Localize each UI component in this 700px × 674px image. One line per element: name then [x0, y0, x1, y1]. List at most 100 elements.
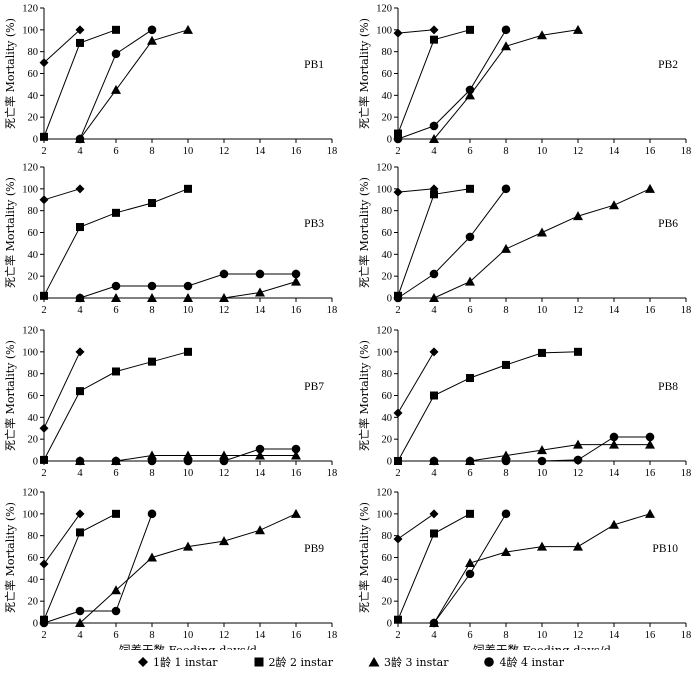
series-2-instar-point	[394, 129, 402, 138]
series-2-instar-point	[76, 387, 84, 396]
legend-label-4-instar: 4龄 4 instar	[499, 656, 564, 669]
series-2-instar-point	[574, 347, 582, 356]
y-tick-label: 100	[22, 347, 38, 358]
x-tick-label: 8	[503, 468, 508, 479]
legend-item-1-instar: 1龄 1 instar	[136, 654, 218, 670]
y-tick-label: 20	[28, 272, 39, 283]
x-tick-label: 6	[467, 468, 472, 479]
series-3-instar-point	[219, 536, 229, 546]
series-4-instar-point	[111, 606, 121, 616]
x-tick-label: 16	[291, 630, 302, 641]
series-3-instar-point	[429, 293, 439, 302]
y-tick-label: 120	[22, 326, 38, 337]
x-tick-label: 12	[219, 468, 230, 479]
series-4-instar-point	[183, 456, 193, 466]
y-tick-label: 80	[382, 369, 393, 380]
y-tick-label: 100	[22, 509, 38, 520]
x-tick-label: 6	[467, 146, 472, 157]
series-3-instar-point	[111, 84, 121, 94]
y-tick-label: 40	[382, 413, 393, 424]
series-1-instar-line	[397, 188, 435, 193]
y-axis-label: 死亡率 Mortality (%)	[3, 177, 17, 288]
x-tick-label: 4	[77, 305, 83, 316]
series-4-instar-point	[537, 456, 547, 466]
x-tick-label: 8	[149, 468, 154, 479]
y-tick-label: 40	[382, 575, 393, 586]
x-tick-label: 2	[41, 630, 46, 641]
series-4-instar-point	[147, 281, 157, 291]
y-tick-label: 40	[28, 575, 39, 586]
x-tick-label: 18	[327, 468, 338, 479]
x-tick-label: 10	[183, 468, 194, 479]
panel-title: PB3	[304, 218, 324, 230]
y-tick-label: 80	[382, 206, 393, 217]
series-3-instar-point	[573, 24, 583, 34]
series-1-instar-point	[393, 187, 403, 197]
series-4-instar-point	[465, 456, 475, 466]
x-tick-label: 16	[645, 146, 656, 157]
x-tick-label: 10	[183, 305, 194, 316]
x-tick-label: 18	[327, 630, 338, 641]
series-4-instar-point	[609, 432, 619, 442]
series-3-instar-point	[501, 547, 511, 557]
x-tick-label: 16	[645, 305, 656, 316]
x-tick-label: 4	[431, 305, 437, 316]
series-3-instar-point	[183, 450, 193, 460]
series-2-instar-line	[397, 351, 579, 462]
series-3-instar-point	[291, 450, 301, 460]
x-tick-label: 8	[503, 630, 508, 641]
series-4-instar-point	[147, 25, 157, 35]
x-tick-label: 12	[219, 630, 230, 641]
y-tick-label: 20	[28, 435, 39, 446]
series-2-instar-point	[394, 615, 402, 624]
series-3-instar-point	[573, 211, 583, 221]
y-tick-label: 0	[33, 135, 38, 146]
x-tick-label: 2	[41, 305, 46, 316]
x-tick-label: 2	[395, 630, 400, 641]
series-3-instar-point	[537, 445, 547, 455]
y-axis-label: 死亡率 Mortality (%)	[357, 177, 371, 288]
y-tick-label: 60	[28, 553, 39, 564]
x-tick-label: 4	[77, 630, 83, 641]
x-tick-label: 16	[291, 468, 302, 479]
series-2-instar-point	[502, 360, 510, 369]
panel-pb3: 0 20 40 60 80 100 120 2 4 6 8 10 12 14 16 18 死亡率 Mortali…	[3, 163, 337, 317]
x-tick-label: 18	[327, 305, 338, 316]
series-1-instar-line	[43, 513, 81, 565]
legend-label-3-instar: 3龄 3 instar	[384, 656, 449, 669]
series-4-instar-point	[183, 281, 193, 291]
series-1-instar-point	[39, 58, 49, 68]
series-4-instar-point	[75, 293, 85, 303]
x-tick-label: 18	[681, 630, 692, 641]
series-1-instar-line	[43, 188, 81, 201]
y-tick-label: 80	[382, 47, 393, 58]
y-axis-label: 死亡率 Mortality (%)	[357, 340, 371, 451]
x-tick-label: 12	[219, 146, 230, 157]
series-4-instar-point	[111, 281, 121, 291]
y-tick-label: 60	[382, 228, 393, 239]
y-tick-label: 120	[22, 488, 38, 499]
series-2-instar-point	[148, 199, 156, 208]
x-axis-label: 饲养天数 Feeding days/d	[473, 643, 612, 650]
x-tick-label: 16	[291, 146, 302, 157]
series-4-instar-line	[433, 513, 507, 624]
series-2-instar-line	[43, 188, 189, 297]
series-4-instar-line	[397, 188, 507, 299]
series-3-instar-point	[75, 618, 85, 627]
series-4-instar-point	[111, 456, 121, 466]
x-tick-label: 12	[573, 630, 584, 641]
series-4-instar-point	[291, 444, 301, 454]
y-tick-label: 0	[33, 457, 38, 468]
series-3-instar-point	[537, 541, 547, 551]
x-tick-label: 8	[149, 305, 154, 316]
panel-pb10: 0 20 40 60 80 100 120 2 4 6 8 10 12 14 16 18 死亡率 Mortali…	[357, 488, 691, 651]
y-tick-label: 0	[387, 294, 392, 305]
x-tick-label: 10	[537, 468, 548, 479]
series-3-instar-point	[255, 450, 265, 460]
x-tick-label: 4	[431, 146, 437, 157]
series-2-instar-point	[76, 528, 84, 537]
series-1-instar-line	[43, 351, 81, 429]
series-4-instar-point	[147, 509, 157, 519]
series-1-instar-point	[75, 347, 85, 357]
series-3-instar-point	[537, 227, 547, 237]
